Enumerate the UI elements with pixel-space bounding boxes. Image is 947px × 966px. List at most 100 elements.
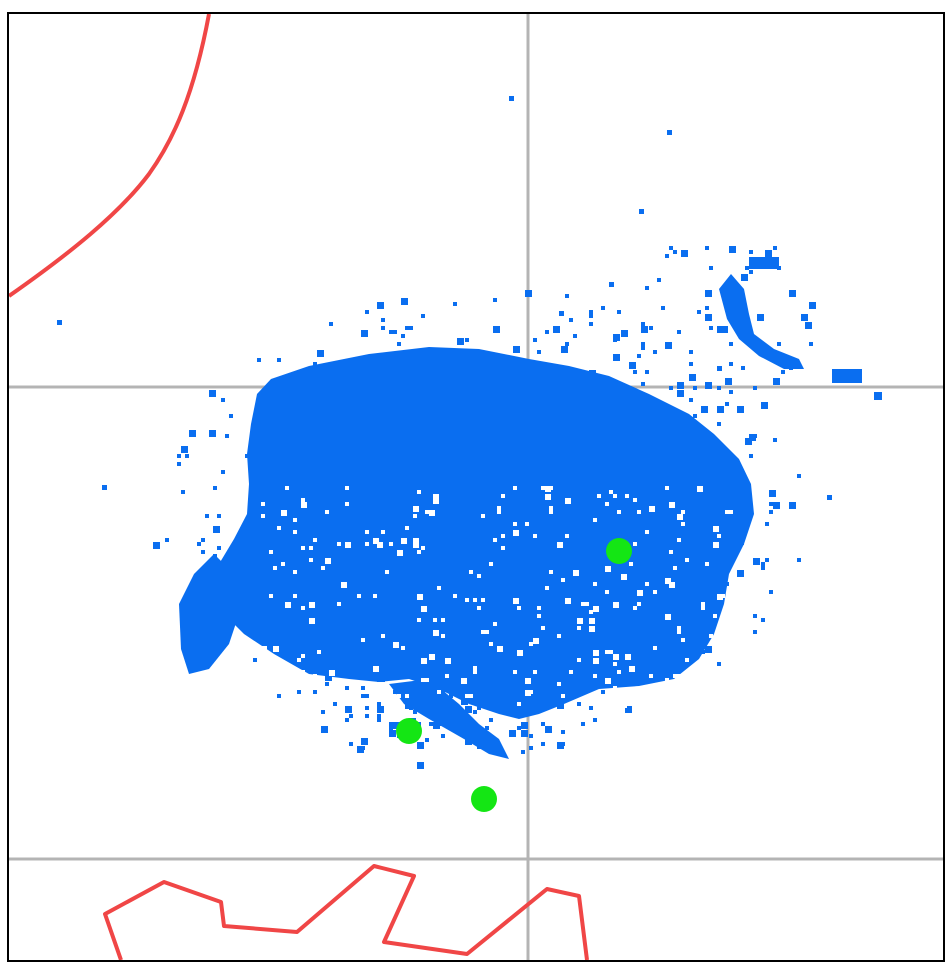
density-gap-85: [589, 618, 595, 624]
density-speckle-392: [549, 622, 553, 626]
density-speckle-211: [253, 426, 257, 430]
marker-3[interactable]: [471, 786, 497, 812]
density-speckle-527: [417, 658, 424, 665]
density-speckle-561: [393, 662, 397, 666]
density-gap-114: [617, 670, 621, 674]
density-speckle-568: [573, 694, 577, 698]
density-gap-91: [517, 606, 521, 610]
density-speckle-221: [513, 346, 520, 353]
density-speckle-180: [509, 434, 513, 438]
density-speckle-254: [461, 430, 465, 434]
density-speckle-281: [413, 606, 417, 610]
density-speckle-471: [805, 322, 812, 329]
density-speckle-0: [377, 410, 381, 414]
boundary-upper-left-arc: [9, 14, 211, 298]
density-outlier-8: [559, 311, 564, 316]
density-gap-233: [657, 686, 661, 690]
density-speckle-447: [589, 322, 593, 326]
density-gap-138: [285, 486, 289, 490]
density-speckle-245: [701, 450, 705, 454]
density-gap-216: [665, 698, 669, 702]
density-speckle-427: [781, 370, 785, 374]
density-speckle-488: [357, 746, 364, 753]
density-gap-164: [273, 646, 279, 652]
density-speckle-552: [453, 710, 457, 714]
density-gap-160: [705, 666, 709, 670]
density-speckle-513: [513, 710, 520, 717]
density-speckle-91: [641, 546, 648, 553]
density-gap-39: [281, 510, 287, 516]
density-speckle-410: [581, 390, 588, 397]
density-gap-108: [605, 502, 609, 506]
density-speckle-478: [749, 250, 753, 254]
density-gap-238: [717, 594, 723, 600]
density-speckle-378: [689, 598, 693, 602]
density-speckle-310: [273, 626, 277, 630]
density-gap-126: [441, 634, 445, 638]
density-speckle-45: [541, 698, 545, 702]
density-speckle-418: [365, 402, 369, 406]
density-gap-135: [357, 594, 361, 598]
density-gap-25: [397, 550, 403, 556]
density-bottom-lobe: [389, 679, 509, 759]
density-gap-143: [261, 502, 265, 506]
density-gap-93: [541, 486, 545, 490]
density-speckle-285: [733, 534, 740, 541]
density-speckle-109: [677, 666, 681, 670]
density-speckle-273: [737, 570, 744, 577]
density-speckle-395: [425, 462, 432, 469]
density-speckle-75: [769, 502, 773, 506]
density-speckle-115: [769, 490, 776, 497]
density-gap-202: [297, 658, 301, 662]
density-speckle-185: [769, 510, 773, 514]
density-gap-234: [373, 594, 377, 598]
marker-2[interactable]: [396, 718, 422, 744]
density-gap-170: [345, 690, 349, 694]
density-speckle-319: [201, 538, 205, 542]
density-speckle-328: [361, 366, 365, 370]
density-left-lobe: [179, 554, 239, 674]
density-speckle-161: [465, 338, 469, 342]
density-speckle-79: [477, 478, 481, 482]
density-speckle-55: [409, 326, 413, 330]
density-gap-116: [517, 702, 521, 706]
density-speckle-333: [537, 650, 544, 657]
density-speckle-1: [749, 510, 753, 514]
density-gap-74: [317, 650, 321, 654]
density-gap-7: [701, 606, 705, 610]
density-gap-56: [513, 486, 517, 490]
density-speckle-562: [561, 690, 568, 697]
density-gap-206: [401, 538, 407, 544]
density-speckle-312: [729, 466, 733, 470]
density-speckle-339: [321, 510, 325, 514]
density-speckle-2: [625, 706, 632, 713]
density-speckle-380: [561, 390, 565, 394]
density-speckle-279: [693, 554, 697, 558]
density-speckle-274: [477, 686, 484, 693]
density-speckle-297: [505, 490, 509, 494]
density-gap-67: [341, 582, 347, 588]
density-speckle-134: [625, 558, 632, 565]
density-speckle-376: [393, 398, 397, 402]
marker-1[interactable]: [606, 538, 632, 564]
density-speckle-291: [585, 578, 589, 582]
density-speckle-231: [449, 350, 456, 357]
density-gap-52: [417, 594, 423, 600]
density-outlier-4: [102, 485, 107, 490]
density-speckle-386: [737, 538, 744, 545]
density-gap-76: [297, 670, 303, 676]
density-speckle-34: [753, 630, 757, 634]
density-speckle-112: [573, 574, 580, 581]
density-speckle-138: [217, 546, 221, 550]
density-speckle-170: [209, 618, 213, 622]
density-speckle-334: [245, 454, 249, 458]
density-speckle-40: [221, 398, 225, 402]
density-speckle-391: [337, 442, 344, 449]
density-speckle-107: [553, 326, 560, 333]
density-speckle-207: [333, 394, 337, 398]
density-gap-180: [625, 654, 631, 660]
density-speckle-62: [445, 350, 449, 354]
density-gap-253: [609, 650, 613, 654]
density-gap-203: [633, 542, 637, 546]
density-gap-200: [545, 494, 551, 500]
